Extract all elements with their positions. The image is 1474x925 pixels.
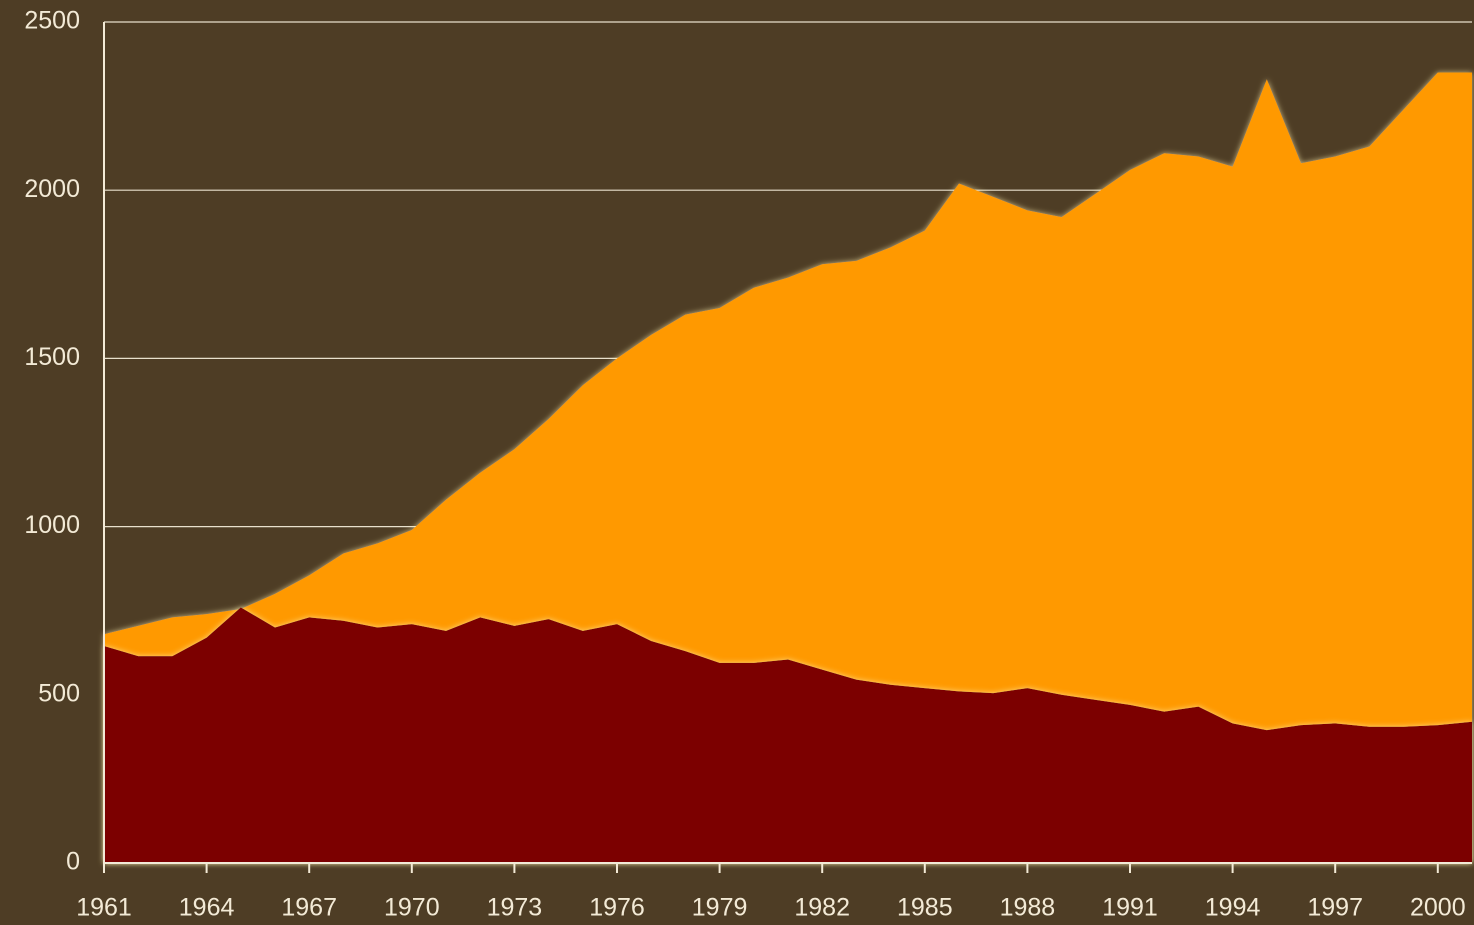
x-tick-label: 1970 <box>384 894 440 922</box>
y-tick-label: 2000 <box>24 175 80 203</box>
x-tick-label: 1985 <box>897 894 953 922</box>
x-tick-label: 1976 <box>589 894 645 922</box>
x-tick-label: 2000 <box>1410 894 1466 922</box>
x-tick-label: 1967 <box>281 894 337 922</box>
y-tick-label: 1000 <box>24 511 80 539</box>
y-tick-label: 2500 <box>24 7 80 35</box>
y-tick-label: 0 <box>66 848 80 876</box>
y-tick-label: 500 <box>38 679 80 707</box>
area <box>104 607 1472 863</box>
x-tick-label: 1973 <box>487 894 543 922</box>
x-tick-label: 1961 <box>76 894 132 922</box>
x-tick-label: 1994 <box>1205 894 1261 922</box>
y-tick-label: 1500 <box>24 343 80 371</box>
x-tick-label: 1988 <box>1000 894 1056 922</box>
x-tick-label: 1979 <box>692 894 748 922</box>
x-tick-label: 1991 <box>1102 894 1158 922</box>
x-tick-label: 1964 <box>179 894 235 922</box>
x-tick-label: 1982 <box>794 894 850 922</box>
x-tick-label: 1997 <box>1307 894 1363 922</box>
